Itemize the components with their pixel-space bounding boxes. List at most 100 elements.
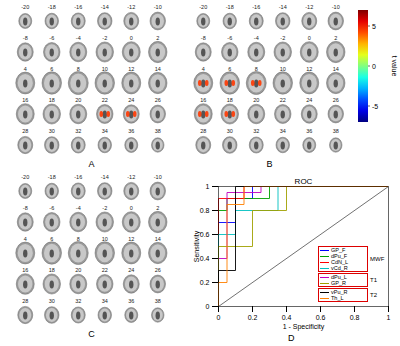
svg-text:-6: -6 — [49, 35, 54, 41]
svg-text:-12: -12 — [305, 4, 313, 10]
svg-text:20: 20 — [253, 97, 259, 103]
svg-text:18: 18 — [227, 97, 233, 103]
svg-text:-16: -16 — [74, 4, 82, 10]
svg-text:-6: -6 — [49, 205, 54, 211]
svg-text:30: 30 — [227, 128, 233, 134]
svg-text:22: 22 — [102, 97, 108, 103]
svg-text:34: 34 — [102, 128, 108, 134]
svg-text:22: 22 — [102, 267, 108, 273]
svg-text:18: 18 — [49, 267, 55, 273]
svg-text:6: 6 — [50, 66, 53, 72]
svg-text:-20: -20 — [21, 174, 29, 180]
svg-text:0.8: 0.8 — [350, 314, 360, 321]
svg-text:24: 24 — [306, 97, 312, 103]
svg-text:1 - Specificity: 1 - Specificity — [283, 323, 325, 331]
svg-text:-10: -10 — [154, 174, 162, 180]
svg-text:26: 26 — [155, 267, 161, 273]
svg-text:4: 4 — [202, 66, 205, 72]
svg-text:12: 12 — [306, 66, 312, 72]
svg-text:8: 8 — [255, 66, 258, 72]
svg-text:26: 26 — [155, 97, 161, 103]
svg-text:-14: -14 — [101, 4, 109, 10]
svg-text:2: 2 — [334, 35, 337, 41]
svg-text:Sensitivity: Sensitivity — [193, 230, 201, 262]
svg-text:0.2: 0.2 — [200, 279, 210, 286]
svg-text:1: 1 — [387, 314, 391, 321]
svg-text:38: 38 — [333, 128, 339, 134]
svg-text:-12: -12 — [127, 174, 135, 180]
svg-text:t value: t value — [391, 56, 398, 77]
svg-text:-14: -14 — [101, 174, 109, 180]
svg-text:-8: -8 — [23, 35, 28, 41]
svg-text:0.8: 0.8 — [200, 207, 210, 214]
svg-text:8: 8 — [77, 66, 80, 72]
svg-text:0: 0 — [372, 63, 376, 70]
svg-text:-18: -18 — [48, 174, 56, 180]
svg-text:14: 14 — [155, 236, 161, 242]
svg-text:-16: -16 — [252, 4, 260, 10]
svg-text:0.6: 0.6 — [200, 231, 210, 238]
svg-text:-8: -8 — [201, 35, 206, 41]
svg-text:10: 10 — [102, 66, 108, 72]
svg-text:20: 20 — [75, 267, 81, 273]
svg-text:-8: -8 — [23, 205, 28, 211]
svg-text:36: 36 — [306, 128, 312, 134]
svg-text:16: 16 — [22, 97, 28, 103]
svg-text:12: 12 — [128, 236, 134, 242]
svg-text:-5: -5 — [372, 103, 378, 110]
svg-text:16: 16 — [22, 267, 28, 273]
svg-text:22: 22 — [280, 97, 286, 103]
svg-text:-16: -16 — [74, 174, 82, 180]
svg-text:14: 14 — [333, 66, 339, 72]
svg-text:1: 1 — [206, 183, 210, 190]
svg-text:0: 0 — [130, 205, 133, 211]
svg-text:0: 0 — [308, 35, 311, 41]
svg-text:0.4: 0.4 — [200, 255, 210, 262]
svg-text:32: 32 — [75, 128, 81, 134]
svg-text:0.4: 0.4 — [282, 314, 292, 321]
svg-text:10: 10 — [280, 66, 286, 72]
svg-text:6: 6 — [228, 66, 231, 72]
svg-text:B: B — [266, 159, 272, 169]
svg-text:-4: -4 — [76, 205, 81, 211]
svg-text:28: 28 — [22, 128, 28, 134]
svg-text:ROC: ROC — [295, 177, 313, 186]
svg-text:28: 28 — [200, 128, 206, 134]
svg-text:24: 24 — [128, 97, 134, 103]
svg-text:-14: -14 — [279, 4, 287, 10]
svg-text:A: A — [88, 159, 94, 169]
svg-text:18: 18 — [49, 97, 55, 103]
svg-text:34: 34 — [102, 298, 108, 304]
svg-text:36: 36 — [128, 128, 134, 134]
svg-text:-2: -2 — [102, 205, 107, 211]
svg-text:0: 0 — [206, 303, 210, 310]
svg-text:4: 4 — [24, 66, 27, 72]
svg-text:10: 10 — [102, 236, 108, 242]
svg-text:12: 12 — [128, 66, 134, 72]
svg-text:-18: -18 — [226, 4, 234, 10]
svg-text:14: 14 — [155, 66, 161, 72]
svg-text:16: 16 — [200, 97, 206, 103]
svg-text:-2: -2 — [280, 35, 285, 41]
svg-text:0.2: 0.2 — [248, 314, 258, 321]
svg-text:-12: -12 — [127, 4, 135, 10]
svg-text:-18: -18 — [48, 4, 56, 10]
svg-text:-4: -4 — [76, 35, 81, 41]
svg-text:36: 36 — [128, 298, 134, 304]
svg-text:2: 2 — [156, 35, 159, 41]
svg-text:-20: -20 — [199, 4, 207, 10]
svg-text:-10: -10 — [154, 4, 162, 10]
svg-text:30: 30 — [49, 128, 55, 134]
svg-text:28: 28 — [22, 298, 28, 304]
svg-text:-4: -4 — [254, 35, 259, 41]
svg-text:0.6: 0.6 — [316, 314, 326, 321]
svg-text:26: 26 — [333, 97, 339, 103]
svg-text:24: 24 — [128, 267, 134, 273]
svg-text:4: 4 — [24, 236, 27, 242]
svg-text:-6: -6 — [227, 35, 232, 41]
svg-text:34: 34 — [280, 128, 286, 134]
svg-text:8: 8 — [77, 236, 80, 242]
svg-text:-2: -2 — [102, 35, 107, 41]
svg-text:32: 32 — [75, 298, 81, 304]
svg-text:-20: -20 — [21, 4, 29, 10]
